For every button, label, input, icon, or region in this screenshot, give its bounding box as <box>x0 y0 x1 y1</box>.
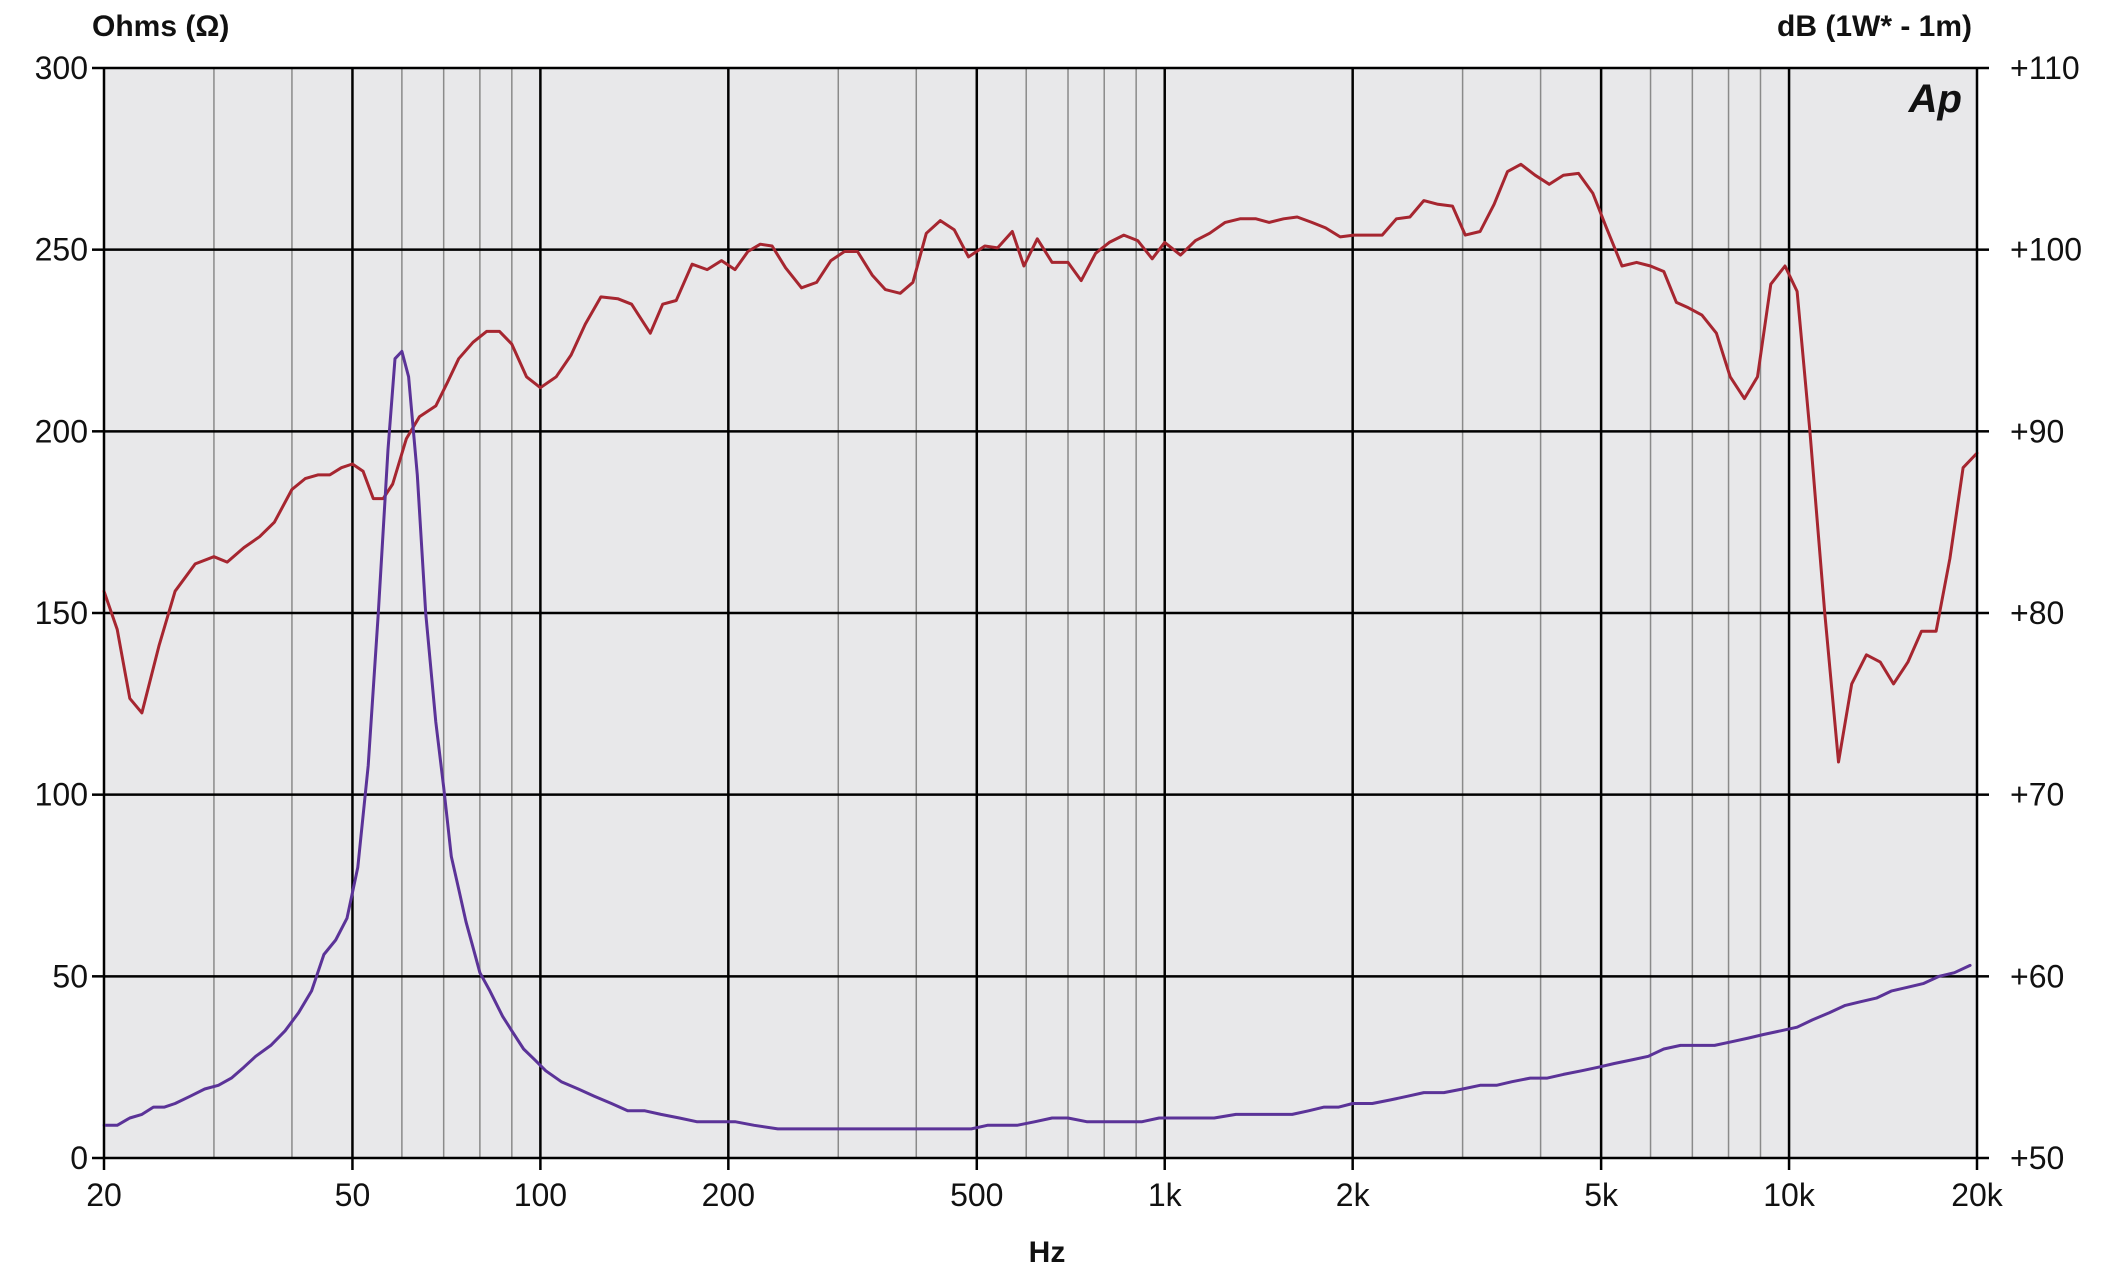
ap-logo: Ap <box>1908 77 1962 121</box>
x-tick-label: 20k <box>1951 1177 2004 1213</box>
x-tick-label: 500 <box>950 1177 1003 1213</box>
right-tick-label: +70 <box>2010 777 2064 813</box>
series-group <box>102 162 1979 1131</box>
left-tick-label: 300 <box>35 50 88 86</box>
right-tick-label: +50 <box>2010 1140 2064 1176</box>
left-axis-title: Ohms (Ω) <box>92 10 229 43</box>
right-tick-label: +80 <box>2010 595 2064 631</box>
right-axis-title: dB (1W* - 1m) <box>1777 10 1972 43</box>
x-tick-label: 200 <box>702 1177 755 1213</box>
x-tick-label: 1k <box>1148 1177 1183 1213</box>
x-tick-label: 50 <box>335 1177 371 1213</box>
left-tick-label: 150 <box>35 595 88 631</box>
x-axis-title: Hz <box>1029 1236 1066 1269</box>
x-tick-label: 10k <box>1763 1177 1816 1213</box>
x-tick-label: 5k <box>1584 1177 1619 1213</box>
x-tick-label: 20 <box>86 1177 122 1213</box>
right-tick-label: +110 <box>2010 50 2080 86</box>
left-tick-label: 200 <box>35 413 88 449</box>
spl-response-line <box>102 162 1979 764</box>
right-tick-label: +90 <box>2010 413 2064 449</box>
right-tick-label: +100 <box>2010 232 2082 268</box>
left-tick-label: 50 <box>52 958 88 994</box>
impedance-line <box>102 349 1972 1131</box>
left-tick-label: 0 <box>70 1140 88 1176</box>
x-tick-label: 100 <box>514 1177 567 1213</box>
left-tick-label: 100 <box>35 777 88 813</box>
tick-labels: 20 50 100 200 500 1k 2k 5k 10k 20k 0 50 100 150 200 250… <box>35 50 2082 1213</box>
right-tick-label: +60 <box>2010 958 2064 994</box>
x-tick-label: 2k <box>1336 1177 1371 1213</box>
left-tick-label: 250 <box>35 232 88 268</box>
